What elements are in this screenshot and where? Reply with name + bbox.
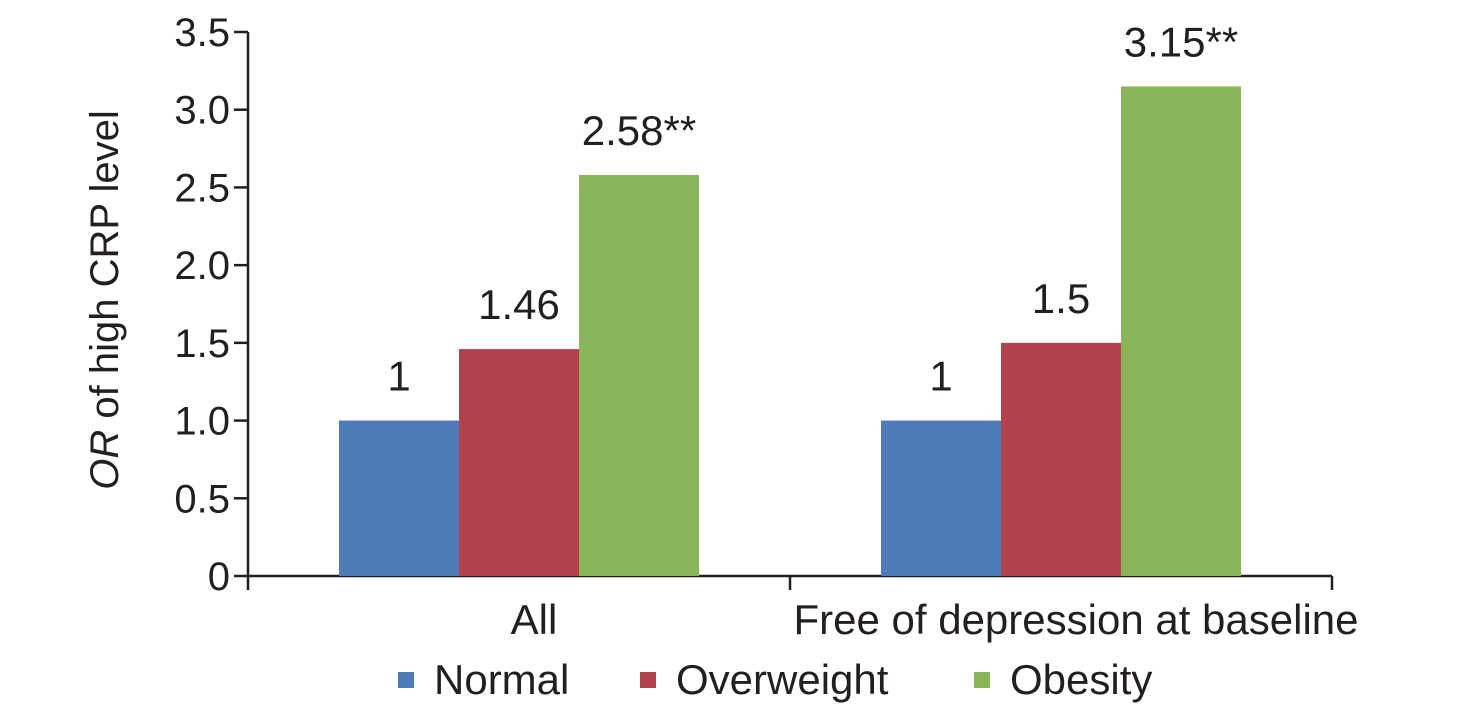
legend-label: Overweight: [676, 656, 889, 703]
legend-label: Obesity: [1010, 656, 1152, 703]
legend-swatch-obesity: [974, 672, 990, 688]
legend-swatch-overweight: [640, 672, 656, 688]
y-tick-label: 3.0: [174, 89, 230, 133]
data-label: 1: [387, 353, 410, 400]
bars: [339, 86, 1241, 577]
y-tick-label: 2.0: [174, 244, 230, 288]
data-label: 2.58**: [582, 107, 696, 154]
bar-obesity: [579, 174, 699, 576]
bar-overweight: [1001, 342, 1121, 576]
y-axis-label-rest: of high CRP level: [83, 110, 127, 429]
bar-obesity: [1121, 86, 1241, 577]
data-label: 1: [929, 353, 952, 400]
bar-normal: [339, 420, 459, 576]
legend: Normal Overweight Obesity: [398, 656, 1152, 703]
data-label: 1.5: [1032, 275, 1090, 322]
x-category-label: Free of depression at baseline: [793, 596, 1358, 643]
y-tick-label: 1.0: [174, 400, 230, 444]
data-label: 3.15**: [1124, 18, 1238, 65]
data-label: 1.46: [478, 281, 560, 328]
data-labels: 1 1.46 2.58** 1 1.5 3.15**: [387, 18, 1238, 399]
y-axis-label-italic: OR: [83, 430, 127, 490]
legend-label: Normal: [434, 656, 569, 703]
y-axis-label: OR of high CRP level: [83, 110, 127, 489]
bar-normal: [881, 420, 1001, 576]
y-tick-label: 0.5: [174, 477, 230, 521]
legend-swatch-normal: [398, 672, 414, 688]
x-category-label: All: [511, 596, 558, 643]
y-axis: 0 0.5 1.0 1.5 2.0 2.5 3.0 3.5: [174, 11, 250, 599]
y-tick-label: 0: [208, 555, 230, 599]
y-tick-label: 2.5: [174, 166, 230, 210]
y-tick-label: 3.5: [174, 11, 230, 55]
x-axis: All Free of depression at baseline: [246, 574, 1359, 643]
y-tick-label: 1.5: [174, 322, 230, 366]
bar-overweight: [459, 349, 579, 576]
